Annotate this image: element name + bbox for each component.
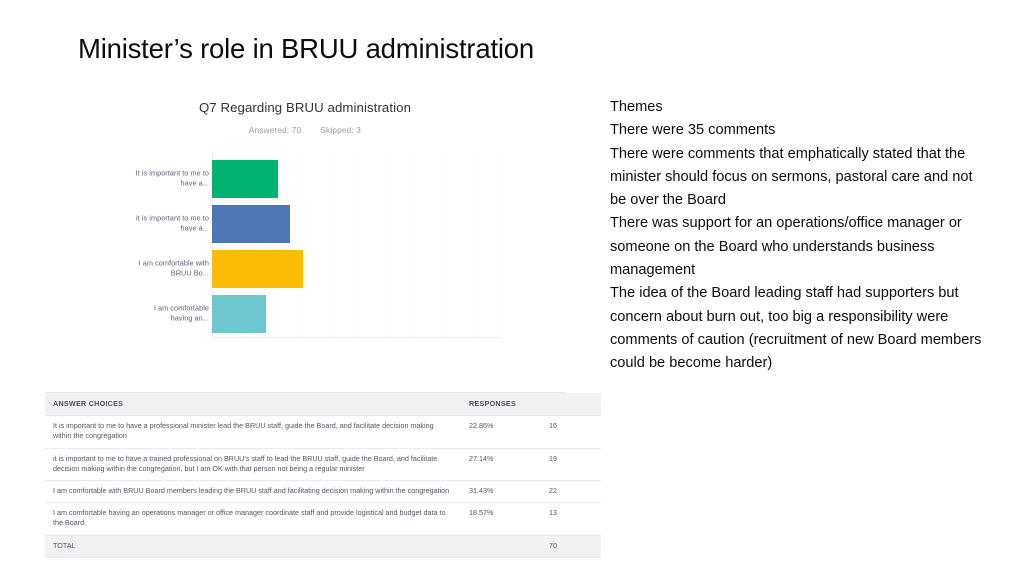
header-responses-count bbox=[541, 393, 601, 417]
gridline bbox=[356, 152, 358, 337]
cell-answer-choice: it is important to me to have a trained … bbox=[45, 448, 461, 482]
gridline bbox=[212, 152, 213, 337]
theme-line: There was support for an operations/offi… bbox=[610, 215, 962, 279]
header-answer-choices: ANSWER CHOICES bbox=[45, 393, 461, 417]
cell-percent: 22.86% bbox=[461, 415, 541, 449]
gridline bbox=[327, 152, 329, 337]
table-header-row: ANSWER CHOICES RESPONSES bbox=[45, 393, 601, 417]
table-row: I am comfortable having an operations ma… bbox=[45, 502, 601, 536]
gridline bbox=[414, 152, 416, 337]
bar-category-label: it is important to me to have a... bbox=[136, 213, 209, 233]
themes-heading: Themes bbox=[610, 99, 663, 115]
cell-percent: 18.57% bbox=[461, 502, 541, 536]
table-body: It is important to me to have a professi… bbox=[45, 415, 601, 558]
header-responses: RESPONSES bbox=[461, 393, 541, 417]
gridline bbox=[240, 152, 242, 337]
bar-category-label: I am comfortable having an... bbox=[153, 303, 209, 323]
cell-answer-choice: It is important to me to have a professi… bbox=[45, 415, 461, 449]
gridline bbox=[443, 152, 445, 337]
chart-title: Q7 Regarding BRUU administration bbox=[198, 100, 412, 115]
bar-row: I am comfortable having an... bbox=[45, 295, 565, 333]
table-row: It is important to me to have a professi… bbox=[45, 415, 601, 449]
cell-total-percent bbox=[461, 535, 541, 558]
gridline bbox=[501, 152, 502, 337]
skipped-count: Skipped: 3 bbox=[320, 126, 362, 135]
cell-total-count: 70 bbox=[541, 535, 601, 558]
cell-count: 16 bbox=[541, 415, 601, 449]
answer-choices-table: ANSWER CHOICES RESPONSES It is important… bbox=[45, 392, 601, 558]
bar-row: it is important to me to have a... bbox=[45, 205, 565, 243]
bar-segment bbox=[212, 205, 291, 243]
bar-chart: It is important to me to have a... it is … bbox=[45, 152, 565, 411]
cell-percent: 27.14% bbox=[461, 448, 541, 482]
cell-percent: 31.43% bbox=[461, 480, 541, 504]
cell-count: 19 bbox=[541, 448, 601, 482]
bar-category-label: I am comfortable with BRUU Bo... bbox=[138, 258, 209, 278]
theme-line: There were 35 comments bbox=[610, 122, 776, 139]
cell-answer-choice: I am comfortable having an operations ma… bbox=[45, 502, 461, 536]
gridline bbox=[298, 152, 300, 337]
chart-baseline bbox=[212, 337, 501, 338]
gridline bbox=[472, 152, 474, 337]
theme-line: There were comments that emphatically st… bbox=[610, 145, 973, 209]
themes-text-block: Themes There were 35 comments There were c… bbox=[610, 96, 990, 376]
chart-response-meta: Answered: 70 Skipped: 3 bbox=[45, 126, 565, 135]
page-title: Minister’s role in BRUU administration bbox=[78, 33, 534, 64]
bar-segment bbox=[212, 160, 279, 198]
theme-line: The idea of the Board leading staff had … bbox=[610, 285, 982, 372]
bar-segment bbox=[212, 250, 303, 288]
survey-result-card: Q7 Regarding BRUU administration Answere… bbox=[45, 90, 601, 558]
gridline bbox=[269, 152, 271, 337]
table-row: it is important to me to have a trained … bbox=[45, 448, 601, 482]
cell-count: 13 bbox=[541, 502, 601, 536]
answered-count: Answered: 70 bbox=[248, 126, 302, 135]
cell-count: 22 bbox=[541, 480, 601, 504]
bar-row: I am comfortable with BRUU Bo... bbox=[45, 250, 565, 288]
bar-segment bbox=[212, 295, 266, 333]
cell-answer-choice: I am comfortable with BRUU Board members… bbox=[45, 480, 461, 504]
bar-row: It is important to me to have a... bbox=[45, 160, 565, 198]
table-row: I am comfortable with BRUU Board members… bbox=[45, 480, 601, 504]
table-total-row: TOTAL 70 bbox=[45, 535, 601, 558]
bar-category-label: It is important to me to have a... bbox=[135, 168, 209, 188]
cell-total-label: TOTAL bbox=[45, 535, 461, 558]
gridline bbox=[385, 152, 387, 337]
